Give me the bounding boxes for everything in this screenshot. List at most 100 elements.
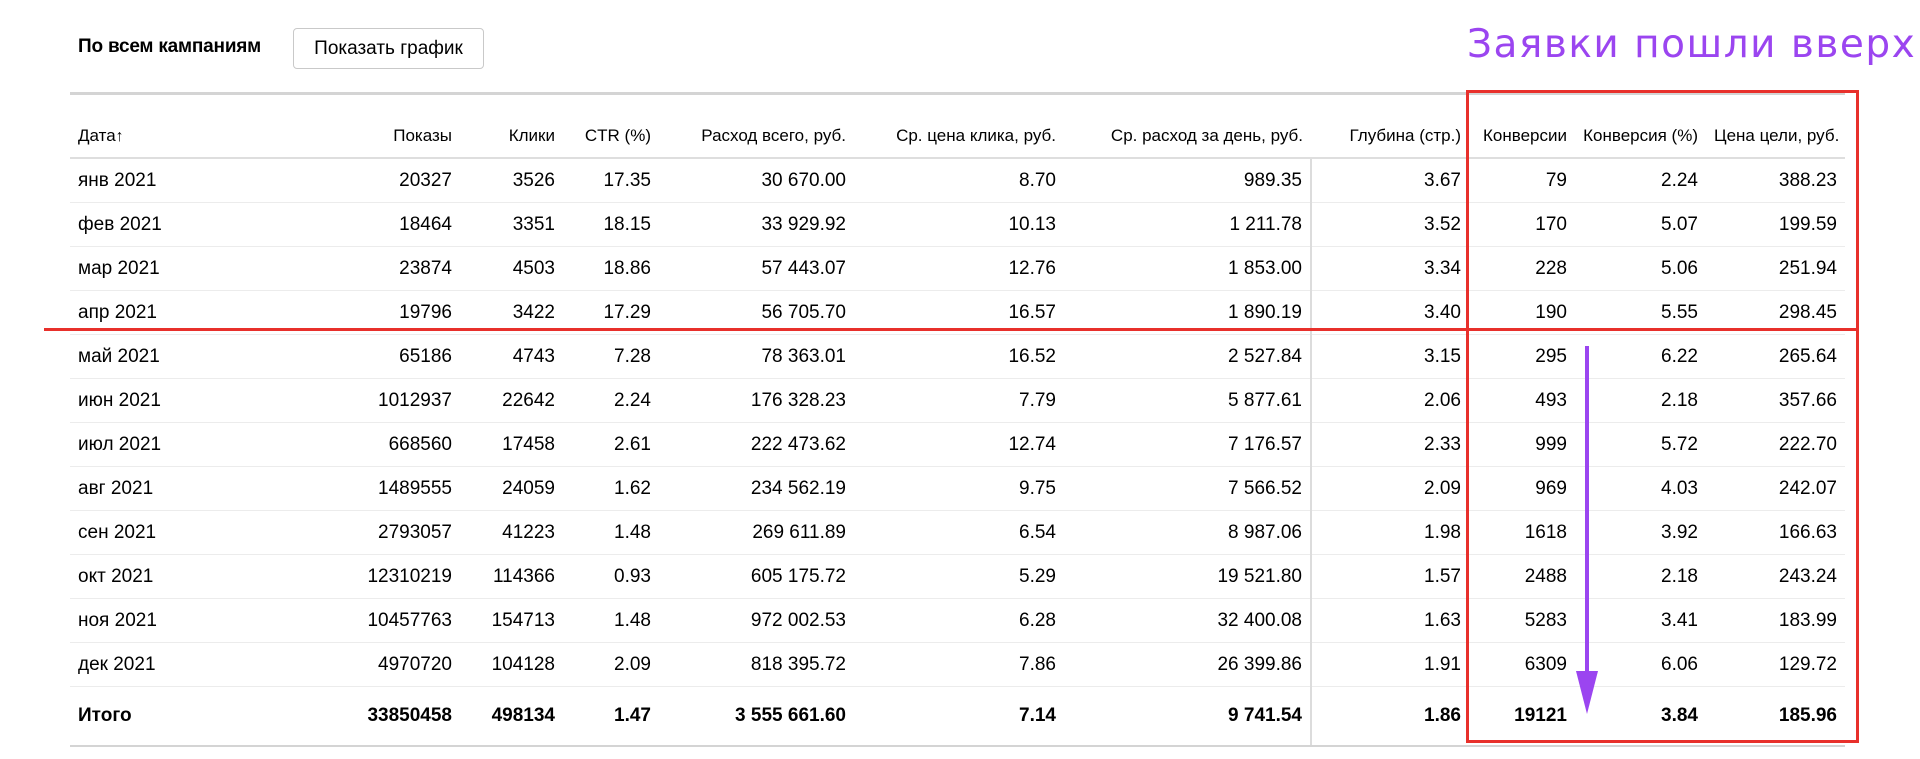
cell-total-spend: 222 473.62: [659, 422, 854, 467]
column-header-conversion-rate[interactable]: Конверсия (%): [1575, 115, 1706, 159]
cell-goal-cost: 298.45: [1706, 290, 1845, 335]
cell-conversion-rate: 5.72: [1575, 422, 1706, 467]
total-impressions: 33850458: [300, 686, 460, 747]
cell-depth: 2.33: [1311, 422, 1469, 467]
cell-clicks: 17458: [460, 422, 563, 467]
cell-depth: 1.57: [1311, 554, 1469, 599]
cell-avg-daily-spend: 1 211.78: [1064, 202, 1312, 247]
cell-avg-daily-spend: 1 853.00: [1064, 246, 1312, 291]
cell-avg-daily-spend: 19 521.80: [1064, 554, 1312, 599]
cell-clicks: 154713: [460, 598, 563, 643]
cell-conversions: 6309: [1469, 642, 1575, 687]
column-header-avg-cpc[interactable]: Ср. цена клика, руб.: [854, 115, 1064, 159]
total-avg-daily-spend: 9 741.54: [1064, 686, 1312, 747]
cell-conversion-rate: 2.24: [1575, 158, 1706, 203]
cell-conversion-rate: 4.03: [1575, 466, 1706, 511]
cell-clicks: 3422: [460, 290, 563, 335]
cell-total-spend: 57 443.07: [659, 246, 854, 291]
cell-avg-daily-spend: 2 527.84: [1064, 334, 1312, 379]
sort-arrow-icon: ↑: [115, 128, 124, 145]
table-row: дек 2021 4970720 104128 2.09 818 395.72 7.86 2…: [70, 642, 1845, 687]
cell-conversion-rate: 6.22: [1575, 334, 1706, 379]
cell-goal-cost: 129.72: [1706, 642, 1845, 687]
cell-conversion-rate: 3.41: [1575, 598, 1706, 643]
cell-avg-cpc: 5.29: [854, 554, 1064, 599]
cell-depth: 3.40: [1311, 290, 1469, 335]
cell-avg-daily-spend: 32 400.08: [1064, 598, 1312, 643]
cell-ctr: 1.48: [563, 510, 659, 555]
cell-avg-cpc: 16.57: [854, 290, 1064, 335]
cell-conversions: 170: [1469, 202, 1575, 247]
cell-date: ноя 2021: [70, 598, 300, 643]
cell-ctr: 1.62: [563, 466, 659, 511]
total-depth: 1.86: [1311, 686, 1469, 747]
cell-ctr: 2.24: [563, 378, 659, 423]
cell-clicks: 24059: [460, 466, 563, 511]
cell-goal-cost: 222.70: [1706, 422, 1845, 467]
cell-avg-daily-spend: 5 877.61: [1064, 378, 1312, 423]
cell-conversion-rate: 2.18: [1575, 378, 1706, 423]
cell-goal-cost: 199.59: [1706, 202, 1845, 247]
cell-depth: 2.06: [1311, 378, 1469, 423]
cell-avg-daily-spend: 7 566.52: [1064, 466, 1312, 511]
column-header-impressions[interactable]: Показы: [300, 115, 460, 159]
cell-date: июл 2021: [70, 422, 300, 467]
cell-depth: 2.09: [1311, 466, 1469, 511]
cell-goal-cost: 265.64: [1706, 334, 1845, 379]
column-header-depth[interactable]: Глубина (стр.): [1311, 115, 1469, 159]
column-header-ctr[interactable]: CTR (%): [563, 115, 659, 159]
cell-conversions: 969: [1469, 466, 1575, 511]
cell-avg-cpc: 6.54: [854, 510, 1064, 555]
cell-conversion-rate: 2.18: [1575, 554, 1706, 599]
cell-impressions: 4970720: [300, 642, 460, 687]
cell-clicks: 3526: [460, 158, 563, 203]
total-row: Итого 33850458 498134 1.47 3 555 661.60 …: [70, 686, 1845, 747]
cell-clicks: 104128: [460, 642, 563, 687]
cell-avg-cpc: 8.70: [854, 158, 1064, 203]
cell-ctr: 1.48: [563, 598, 659, 643]
cell-date: сен 2021: [70, 510, 300, 555]
cell-depth: 1.91: [1311, 642, 1469, 687]
table-row: апр 2021 19796 3422 17.29 56 705.70 16.57 1 89…: [70, 290, 1845, 335]
cell-avg-daily-spend: 989.35: [1064, 158, 1312, 203]
cell-conversion-rate: 5.07: [1575, 202, 1706, 247]
cell-depth: 3.15: [1311, 334, 1469, 379]
total-conversions: 19121: [1469, 686, 1575, 747]
column-header-goal-cost[interactable]: Цена цели, руб.: [1706, 115, 1845, 159]
table-row: сен 2021 2793057 41223 1.48 269 611.89 6.54 8 …: [70, 510, 1845, 555]
cell-total-spend: 269 611.89: [659, 510, 854, 555]
cell-depth: 1.98: [1311, 510, 1469, 555]
cell-conversion-rate: 5.06: [1575, 246, 1706, 291]
total-avg-cpc: 7.14: [854, 686, 1064, 747]
report-scope-label: По всем кампаниям: [78, 36, 262, 57]
total-ctr: 1.47: [563, 686, 659, 747]
cell-avg-daily-spend: 8 987.06: [1064, 510, 1312, 555]
table-row: мар 2021 23874 4503 18.86 57 443.07 12.76 1 85…: [70, 246, 1845, 291]
cell-clicks: 41223: [460, 510, 563, 555]
cell-goal-cost: 243.24: [1706, 554, 1845, 599]
cell-impressions: 12310219: [300, 554, 460, 599]
cell-depth: 3.52: [1311, 202, 1469, 247]
cell-conversions: 2488: [1469, 554, 1575, 599]
cell-date: авг 2021: [70, 466, 300, 511]
cell-date: окт 2021: [70, 554, 300, 599]
column-header-date[interactable]: Дата↑: [70, 115, 300, 159]
cell-conversions: 79: [1469, 158, 1575, 203]
cell-date: янв 2021: [70, 158, 300, 203]
column-header-total-spend[interactable]: Расход всего, руб.: [659, 115, 854, 159]
cell-ctr: 18.86: [563, 246, 659, 291]
table-row: июн 2021 1012937 22642 2.24 176 328.23 7.79 5 …: [70, 378, 1845, 423]
cell-total-spend: 78 363.01: [659, 334, 854, 379]
column-header-avg-daily-spend[interactable]: Ср. расход за день, руб.: [1064, 115, 1311, 159]
cell-goal-cost: 242.07: [1706, 466, 1845, 511]
cell-impressions: 1012937: [300, 378, 460, 423]
show-chart-button[interactable]: Показать график: [293, 28, 484, 69]
cell-goal-cost: 388.23: [1706, 158, 1845, 203]
cell-depth: 1.63: [1311, 598, 1469, 643]
cell-clicks: 22642: [460, 378, 563, 423]
column-header-conversions[interactable]: Конверсии: [1469, 115, 1575, 159]
cell-date: июн 2021: [70, 378, 300, 423]
column-header-clicks[interactable]: Клики: [460, 115, 563, 159]
cell-ctr: 17.35: [563, 158, 659, 203]
cell-impressions: 65186: [300, 334, 460, 379]
